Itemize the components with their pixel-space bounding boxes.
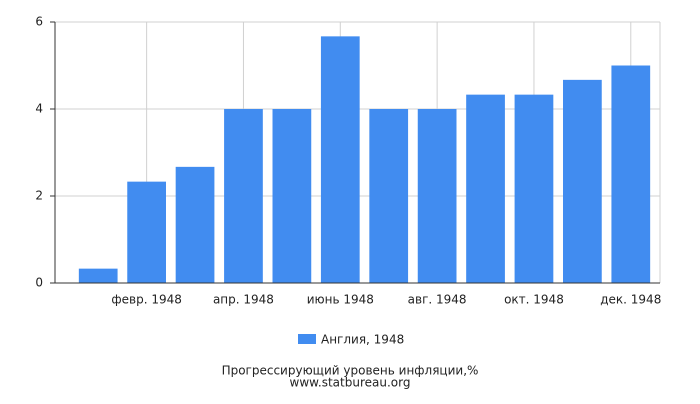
y-tick-label: 0 — [35, 276, 43, 290]
bar — [514, 94, 554, 284]
y-tick-label: 2 — [35, 189, 43, 203]
x-tick-label: июнь 1948 — [307, 293, 374, 307]
bar — [417, 109, 457, 283]
chart-subtitle: www.statbureau.org — [290, 376, 411, 390]
bar — [175, 166, 215, 283]
x-tick-label: дек. 1948 — [600, 293, 661, 307]
bar — [320, 36, 360, 284]
bar — [78, 268, 118, 283]
bar — [466, 94, 505, 284]
legend-swatch — [298, 334, 316, 344]
chart-title: Прогрессирующий уровень инфляции,% — [222, 364, 479, 378]
bar — [611, 65, 651, 283]
y-tick-label: 4 — [35, 102, 43, 116]
x-tick-label: февр. 1948 — [111, 293, 182, 307]
x-tick-label: апр. 1948 — [213, 293, 274, 307]
y-tick-label: 6 — [35, 15, 43, 29]
legend-label: Англия, 1948 — [321, 333, 404, 347]
x-tick-label: авг. 1948 — [408, 293, 467, 307]
bar — [127, 181, 166, 283]
bar — [369, 109, 409, 283]
bar — [272, 109, 312, 283]
bar — [563, 79, 602, 283]
bar — [224, 109, 263, 283]
x-tick-label: окт. 1948 — [504, 293, 564, 307]
